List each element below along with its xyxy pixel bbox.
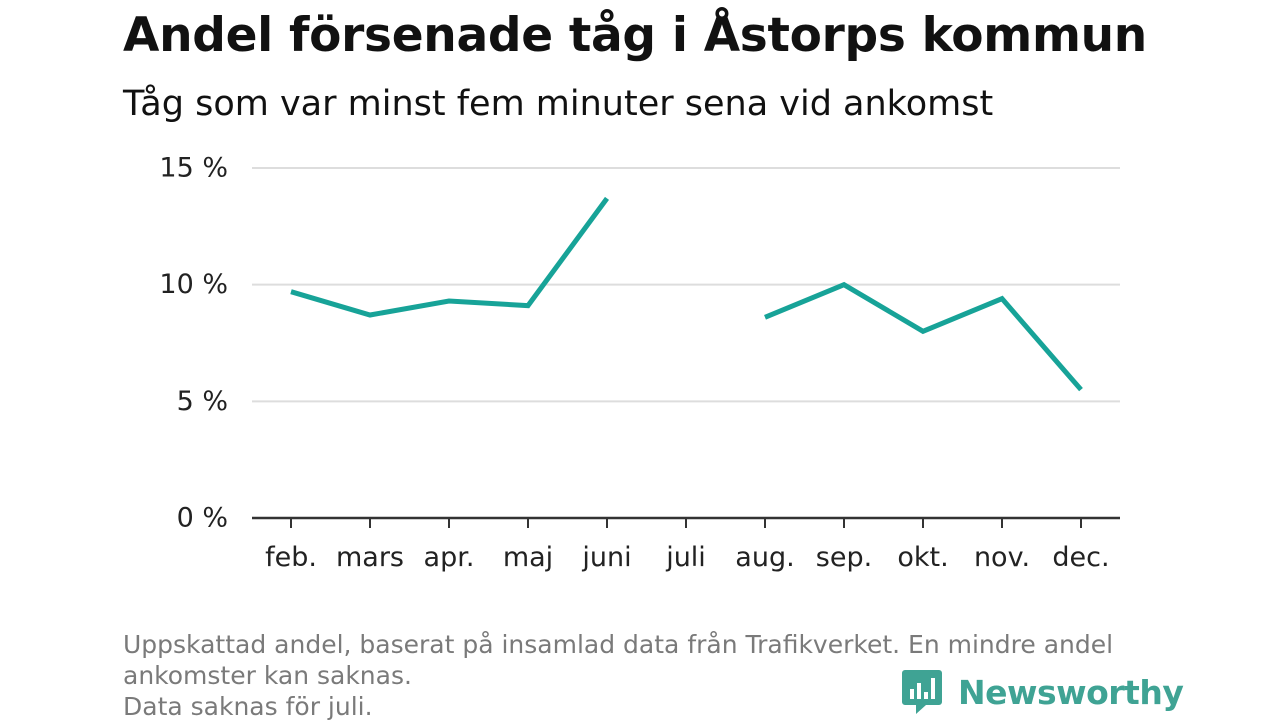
y-tick-label: 5 %: [177, 386, 228, 417]
x-tick-label: aug.: [735, 542, 794, 573]
footnote: Uppskattad andel, baserat på insamlad da…: [123, 629, 1163, 722]
gridlines: [252, 167, 1120, 403]
x-tick-label: okt.: [897, 542, 948, 573]
x-tick-label: nov.: [974, 542, 1030, 573]
series-line-segment: [290, 196, 610, 318]
x-axis: [252, 516, 1120, 528]
newsworthy-logo-icon: [902, 670, 942, 714]
y-tick-label: 10 %: [159, 269, 228, 300]
y-axis-tick-labels: 0 % 5 % 10 % 15 %: [159, 153, 228, 534]
brand-name: Newsworthy: [958, 672, 1184, 712]
x-tick-label: juli: [665, 542, 706, 573]
x-tick-label: sep.: [816, 542, 872, 573]
series-line-segment: [764, 281, 1083, 392]
chart-title: Andel försenade tåg i Åstorps kommun: [123, 8, 1147, 63]
x-tick-label: juni: [581, 542, 631, 573]
brand-logo: Newsworthy: [902, 668, 1184, 716]
x-tick-label: maj: [503, 542, 553, 573]
chart-subtitle: Tåg som var minst fem minuter sena vid a…: [123, 84, 994, 124]
footnote-line-2: Data saknas för juli.: [123, 692, 373, 721]
x-tick-label: mars: [336, 542, 404, 573]
series-lines: [290, 196, 1083, 392]
x-axis-tick-labels: feb. mars apr. maj juni juli aug. sep. okt. nov. d…: [265, 542, 1110, 573]
y-tick-label: 0 %: [177, 503, 228, 534]
y-tick-label: 15 %: [159, 153, 228, 184]
x-tick-label: feb.: [265, 542, 317, 573]
footnote-line-1: Uppskattad andel, baserat på insamlad da…: [123, 630, 1114, 690]
x-tick-label: apr.: [424, 542, 475, 573]
x-tick-label: dec.: [1052, 542, 1109, 573]
